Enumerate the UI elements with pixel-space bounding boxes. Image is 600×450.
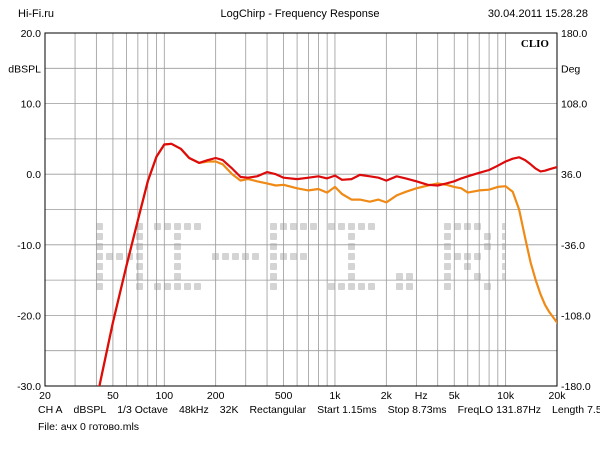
param-8: FreqLO 131.87Hz xyxy=(457,404,542,416)
x-tick-label: 1k xyxy=(329,390,341,402)
param-9: Length 7.58ms xyxy=(552,404,600,416)
measurement-parameters: CH A dBSPL 1/3 Octave 48kHz 32K Rectangular St… xyxy=(38,404,600,416)
series-line-red xyxy=(98,142,557,386)
param-3: 48kHz xyxy=(179,404,209,416)
x-tick-label: 20 xyxy=(39,390,51,402)
param-7: Stop 8.73ms xyxy=(387,404,447,416)
param-6: Start 1.15ms xyxy=(317,404,377,416)
y-tick-label-right: 180.0 xyxy=(561,28,587,40)
y-tick-label-left: -30.0 xyxy=(17,381,41,393)
file-name: File: ачх 0 готово.mls xyxy=(38,421,140,433)
x-tick-label: 200 xyxy=(207,390,225,402)
y-tick-label-right: -108.0 xyxy=(561,310,591,322)
y-tick-label-left: 0.0 xyxy=(26,169,41,181)
y-tick-label-right: -180.0 xyxy=(561,381,591,393)
y-axis-label-right: Deg xyxy=(561,63,580,75)
param-5: Rectangular xyxy=(249,404,307,416)
y-tick-label-left: -20.0 xyxy=(17,310,41,322)
x-tick-label: 500 xyxy=(275,390,293,402)
timestamp: 30.04.2011 15.28.28 xyxy=(487,8,588,20)
series-line-orange xyxy=(98,142,557,386)
y-tick-label-right: 108.0 xyxy=(561,99,587,111)
y-tick-label-left: -10.0 xyxy=(17,240,41,252)
y-tick-label-right: 36.0 xyxy=(561,169,582,181)
param-2: 1/3 Octave xyxy=(117,404,168,416)
x-tick-label: 10k xyxy=(497,390,515,402)
chart-title: LogChirp - Frequency Response xyxy=(220,8,380,20)
plot-frame xyxy=(44,32,558,387)
y-tick-label-right: -36.0 xyxy=(561,240,585,252)
y-axis-label-left: dBSPL xyxy=(8,63,41,75)
x-tick-label: Hz xyxy=(415,390,428,402)
x-tick-label: 20k xyxy=(549,390,567,402)
y-tick-label-left: 10.0 xyxy=(21,99,42,111)
x-tick-label: 100 xyxy=(156,390,174,402)
x-tick-label: 5k xyxy=(449,390,461,402)
param-1: dBSPL xyxy=(73,404,107,416)
site-name: Hi-Fi.ru xyxy=(18,8,55,20)
param-4: 32K xyxy=(219,404,239,416)
x-tick-label: 50 xyxy=(107,390,119,402)
clio-badge: CLIO xyxy=(521,38,550,50)
y-tick-label-left: 20.0 xyxy=(21,28,42,40)
x-tick-label: 2k xyxy=(381,390,393,402)
param-0: CH A xyxy=(38,404,63,416)
